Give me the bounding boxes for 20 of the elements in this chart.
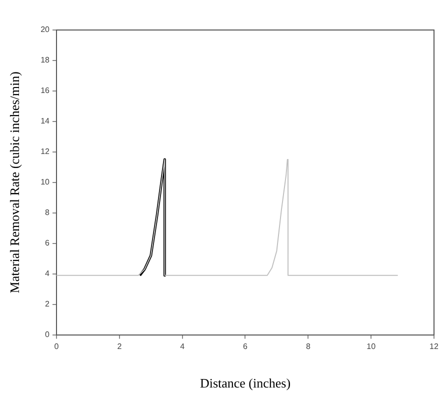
y-tick-label: 18 (40, 56, 50, 65)
y-tick-label: 14 (40, 116, 50, 126)
x-tick-label: 6 (243, 342, 248, 351)
x-tick-label: 4 (180, 342, 186, 351)
y-tick-label: 0 (45, 330, 50, 340)
x-tick-label: 0 (54, 342, 60, 351)
y-tick-label: 2 (45, 300, 50, 309)
x-axis-title: Distance (inches) (200, 376, 291, 391)
x-tick-label: 2 (117, 342, 122, 351)
y-tick-label: 20 (40, 25, 50, 34)
y-tick-label: 4 (45, 269, 50, 278)
y-tick-label: 8 (45, 208, 50, 218)
x-tick-label: 10 (366, 342, 376, 351)
x-tick-label: 12 (430, 342, 439, 351)
y-axis-title: Material Removal Rate (cubic inches/min) (7, 72, 22, 294)
x-tick-label: 8 (306, 342, 311, 351)
y-tick-label: 10 (40, 178, 50, 187)
y-tick-label: 16 (40, 86, 50, 96)
y-tick-label: 12 (40, 147, 50, 156)
y-tick-label: 6 (45, 238, 50, 248)
